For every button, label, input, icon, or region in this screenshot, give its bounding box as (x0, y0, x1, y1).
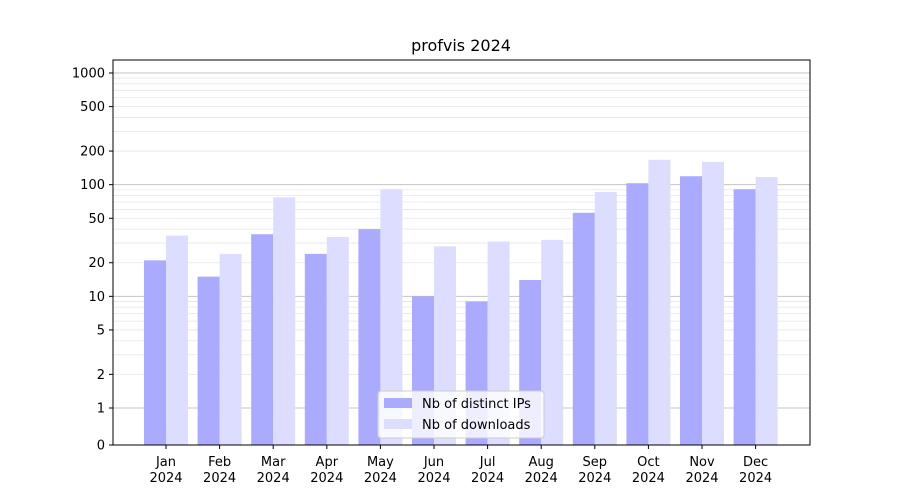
plot-frame (112, 59, 811, 446)
y-tick-label: 200 (80, 145, 105, 160)
x-tick-label-year: 2024 (525, 471, 558, 486)
x-tick-label-month: Nov (689, 455, 715, 470)
x-tick-label-year: 2024 (471, 471, 504, 486)
x-tick-label-year: 2024 (685, 471, 718, 486)
x-tick-label-year: 2024 (632, 471, 665, 486)
legend-swatch-downloads (384, 419, 412, 429)
y-tick-label: 5 (97, 323, 105, 338)
y-tick-label: 10 (88, 290, 105, 305)
y-tick-label: 20 (88, 256, 105, 271)
bar-distinct-ips-nov (680, 176, 702, 445)
bar-distinct-ips-sep (572, 212, 595, 445)
x-tick-label-month: Apr (316, 455, 339, 470)
bar-distinct-ips-apr (304, 253, 327, 445)
y-tick-label: 1000 (72, 67, 105, 82)
bar-distinct-ips-mar (251, 234, 274, 445)
x-tick-label-month: Jul (479, 455, 496, 470)
x-tick-label-month: Oct (637, 455, 659, 470)
bar-layer (144, 159, 778, 446)
y-tick-label: 0 (97, 439, 105, 454)
x-tick-label-month: Jan (155, 455, 176, 470)
x-tick-label-year: 2024 (739, 471, 772, 486)
x-tick-label-year: 2024 (257, 471, 290, 486)
bar-downloads-aug (541, 239, 564, 445)
chart-title: profvis 2024 (411, 36, 511, 55)
bar-downloads-mar (273, 197, 296, 445)
bar-downloads-dec (755, 177, 778, 445)
legend: Nb of distinct IPs Nb of downloads (377, 390, 545, 439)
bar-distinct-ips-jan (144, 260, 166, 445)
x-tick-label-year: 2024 (149, 471, 182, 486)
x-tick-label-year: 2024 (578, 471, 611, 486)
bar-distinct-ips-oct (626, 183, 649, 446)
x-tick-label-month: Sep (583, 455, 608, 470)
bar-downloads-feb (219, 253, 242, 445)
bar-downloads-oct (648, 159, 671, 445)
bar-downloads-may (380, 189, 403, 445)
legend-label-distinct-ips: Nb of distinct IPs (422, 397, 531, 412)
y-tick-label: 100 (80, 178, 105, 193)
x-tick-label-month: Dec (743, 455, 768, 470)
x-tick-label-month: Aug (529, 455, 554, 470)
bar-distinct-ips-feb (197, 276, 220, 445)
y-tick-label: 2 (97, 368, 105, 383)
y-tick-label: 50 (88, 212, 105, 227)
y-axis: 0 1 2 5 10 20 50 100 200 500 1000 (72, 67, 113, 454)
x-tick-label-month: Mar (261, 455, 286, 470)
y-tick-label: 500 (80, 100, 105, 115)
x-axis: Jan2024Feb2024Mar2024Apr2024May2024Jun20… (149, 445, 772, 486)
bar-distinct-ips-dec (733, 189, 756, 445)
x-tick-label-month: Jun (423, 455, 444, 470)
x-tick-label-month: May (367, 455, 394, 470)
bar-downloads-sep (594, 191, 617, 445)
legend-box (377, 390, 545, 439)
x-tick-label-year: 2024 (310, 471, 343, 486)
bar-downloads-jan (166, 235, 188, 445)
legend-swatch-distinct-ips (384, 398, 412, 408)
bar-downloads-apr (326, 236, 349, 445)
x-tick-label-year: 2024 (417, 471, 450, 486)
bar-distinct-ips-may (358, 229, 381, 445)
x-tick-label-year: 2024 (203, 471, 236, 486)
bar-downloads-nov (702, 161, 724, 445)
legend-label-downloads: Nb of downloads (422, 418, 531, 433)
x-tick-label-month: Feb (208, 455, 231, 470)
x-tick-label-year: 2024 (364, 471, 397, 486)
y-tick-label: 1 (97, 402, 105, 417)
